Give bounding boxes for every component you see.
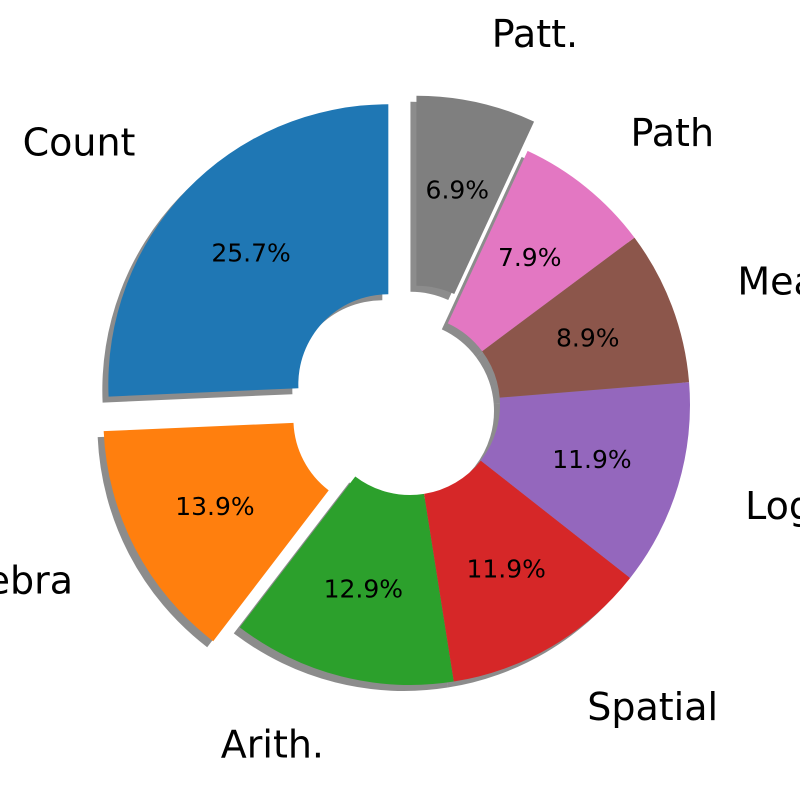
category-label-count: Count	[23, 120, 136, 164]
percent-label-measure: 8.9%	[556, 323, 620, 352]
percent-labels: 25.7% 13.9% 12.9% 11.9% 11.9% 8.9% 7.9% 6.9%	[175, 176, 631, 604]
category-label-patt: Patt.	[492, 12, 578, 56]
category-label-measure: Measure	[737, 259, 800, 303]
percent-label-count: 25.7%	[211, 238, 290, 267]
percent-label-path: 7.9%	[498, 243, 562, 272]
category-label-arith: Arith.	[221, 722, 324, 766]
percent-label-logic: 11.9%	[552, 445, 631, 474]
percent-label-spatial: 11.9%	[466, 554, 545, 583]
slice-count	[108, 104, 389, 397]
slice-patt	[416, 95, 535, 295]
slice-algebra	[103, 422, 329, 642]
category-label-path: Path	[631, 111, 714, 155]
percent-label-arith: 12.9%	[324, 575, 403, 604]
category-labels: Count Algebra Arith. Spatial Logic Measure Pat…	[0, 12, 800, 766]
slices	[103, 95, 690, 685]
category-label-algebra: Algebra	[0, 559, 73, 603]
category-label-spatial: Spatial	[587, 685, 718, 729]
slice-logic	[480, 382, 690, 579]
percent-label-algebra: 13.9%	[175, 492, 254, 521]
slice-path	[447, 150, 635, 352]
slice-arith	[239, 476, 454, 685]
slice-spatial	[424, 460, 631, 682]
percent-label-patt: 6.9%	[426, 176, 490, 205]
slice-measure	[482, 237, 690, 398]
category-label-logic: Logic	[745, 484, 800, 528]
